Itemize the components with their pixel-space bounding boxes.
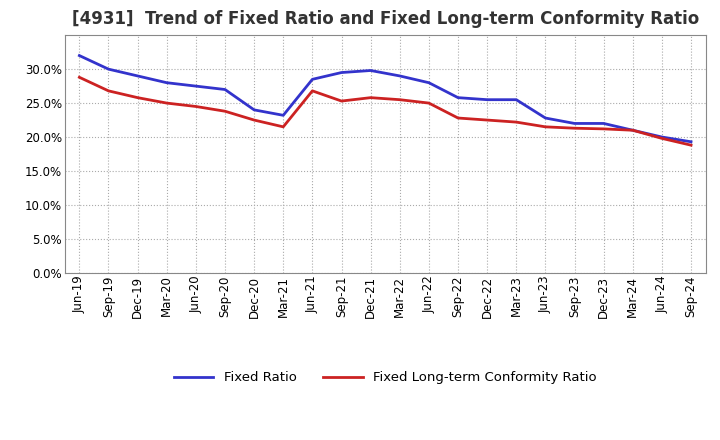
Fixed Long-term Conformity Ratio (454, 115, 462, 121)
Fixed Long-term Conformity Ratio (512, 119, 521, 125)
Fixed Long-term Conformity Ratio (337, 99, 346, 104)
Fixed Ratio (75, 53, 84, 58)
Fixed Long-term Conformity Ratio (163, 100, 171, 106)
Fixed Long-term Conformity Ratio (395, 97, 404, 103)
Fixed Ratio (337, 70, 346, 75)
Fixed Ratio (104, 66, 113, 72)
Fixed Long-term Conformity Ratio (220, 109, 229, 114)
Fixed Long-term Conformity Ratio (133, 95, 142, 100)
Fixed Long-term Conformity Ratio (75, 75, 84, 80)
Fixed Ratio (629, 128, 637, 133)
Fixed Ratio (687, 139, 696, 144)
Fixed Long-term Conformity Ratio (570, 125, 579, 131)
Fixed Long-term Conformity Ratio (308, 88, 317, 94)
Fixed Ratio (395, 73, 404, 79)
Legend: Fixed Ratio, Fixed Long-term Conformity Ratio: Fixed Ratio, Fixed Long-term Conformity … (168, 366, 602, 390)
Fixed Ratio (454, 95, 462, 100)
Fixed Long-term Conformity Ratio (483, 117, 492, 123)
Fixed Ratio (483, 97, 492, 103)
Fixed Long-term Conformity Ratio (250, 117, 258, 123)
Fixed Long-term Conformity Ratio (629, 128, 637, 133)
Fixed Ratio (657, 134, 666, 139)
Title: [4931]  Trend of Fixed Ratio and Fixed Long-term Conformity Ratio: [4931] Trend of Fixed Ratio and Fixed Lo… (71, 10, 699, 28)
Fixed Long-term Conformity Ratio (657, 136, 666, 141)
Fixed Ratio (308, 77, 317, 82)
Fixed Long-term Conformity Ratio (541, 124, 550, 129)
Fixed Long-term Conformity Ratio (104, 88, 113, 94)
Fixed Ratio (541, 115, 550, 121)
Fixed Ratio (163, 80, 171, 85)
Fixed Long-term Conformity Ratio (599, 126, 608, 132)
Line: Fixed Ratio: Fixed Ratio (79, 55, 691, 142)
Fixed Long-term Conformity Ratio (687, 143, 696, 148)
Fixed Ratio (279, 113, 287, 118)
Fixed Ratio (133, 73, 142, 79)
Line: Fixed Long-term Conformity Ratio: Fixed Long-term Conformity Ratio (79, 77, 691, 145)
Fixed Ratio (192, 84, 200, 89)
Fixed Ratio (366, 68, 375, 73)
Fixed Ratio (220, 87, 229, 92)
Fixed Ratio (599, 121, 608, 126)
Fixed Long-term Conformity Ratio (192, 104, 200, 109)
Fixed Long-term Conformity Ratio (279, 124, 287, 129)
Fixed Ratio (250, 107, 258, 113)
Fixed Ratio (425, 80, 433, 85)
Fixed Ratio (570, 121, 579, 126)
Fixed Ratio (512, 97, 521, 103)
Fixed Long-term Conformity Ratio (425, 100, 433, 106)
Fixed Long-term Conformity Ratio (366, 95, 375, 100)
